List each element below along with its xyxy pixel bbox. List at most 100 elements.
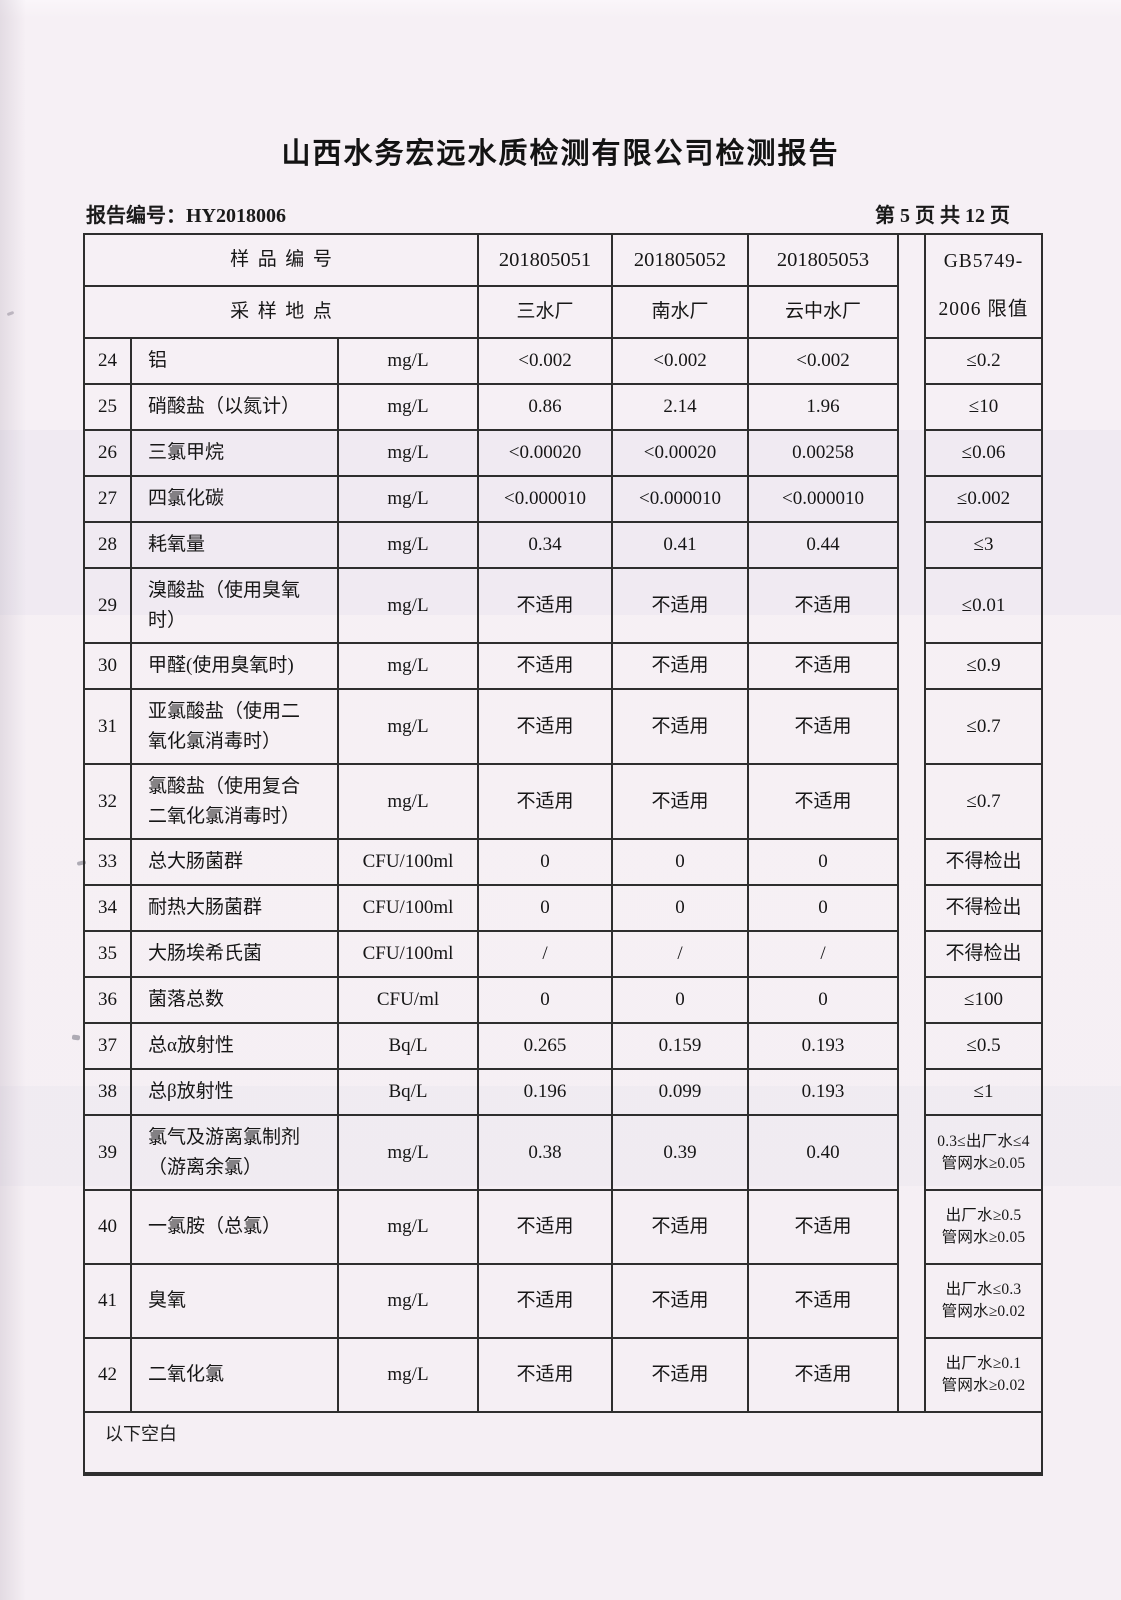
header-location-1: 三水厂 bbox=[479, 287, 613, 339]
value-sample-2: 0 bbox=[613, 840, 749, 886]
value-sample-1: 不适用 bbox=[479, 1339, 613, 1413]
value-sample-3: / bbox=[749, 932, 899, 978]
value-sample-3: 0.193 bbox=[749, 1070, 899, 1116]
parameter-name: 硝酸盐（以氮计） bbox=[132, 385, 339, 431]
row-number: 25 bbox=[85, 385, 132, 431]
limit-line: 出厂水≥0.1 bbox=[945, 1355, 1022, 1372]
limit-line: 出厂水≥0.5 bbox=[945, 1207, 1022, 1224]
value-sample-1: 0 bbox=[479, 840, 613, 886]
value-sample-2: 0 bbox=[613, 978, 749, 1024]
parameter-name: 总大肠菌群 bbox=[132, 840, 339, 886]
value-sample-2: 不适用 bbox=[613, 765, 749, 840]
limit-value: ≤0.7 bbox=[926, 690, 1041, 765]
value-sample-3: 不适用 bbox=[749, 569, 899, 644]
parameter-unit: CFU/100ml bbox=[339, 840, 479, 886]
limit-header-line1: GB5749- bbox=[943, 250, 1024, 272]
value-sample-2: 不适用 bbox=[613, 1191, 749, 1265]
value-sample-1: 0 bbox=[479, 978, 613, 1024]
parameter-name: 氯气及游离氯制剂（游离余氯） bbox=[132, 1116, 339, 1191]
header-location-label: 采样地点 bbox=[85, 287, 479, 339]
parameter-unit: CFU/100ml bbox=[339, 932, 479, 978]
limit-line: 管网水≥0.02 bbox=[941, 1303, 1026, 1320]
report-number: 报告编号：HY2018006 bbox=[86, 205, 286, 227]
value-sample-1: <0.000010 bbox=[479, 477, 613, 523]
value-sample-3: 不适用 bbox=[749, 690, 899, 765]
limit-value: 不得检出 bbox=[926, 932, 1041, 978]
row-number: 31 bbox=[85, 690, 132, 765]
header-location-3: 云中水厂 bbox=[749, 287, 899, 339]
value-sample-3: <0.002 bbox=[749, 339, 899, 385]
parameter-unit: mg/L bbox=[339, 644, 479, 690]
row-number: 37 bbox=[85, 1024, 132, 1070]
results-table: 样品编号 201805051 201805052 201805053 GB574… bbox=[83, 233, 1043, 1476]
parameter-name: 臭氧 bbox=[132, 1265, 339, 1339]
value-sample-2: <0.000010 bbox=[613, 477, 749, 523]
value-sample-2: 不适用 bbox=[613, 1339, 749, 1413]
row-number: 38 bbox=[85, 1070, 132, 1116]
parameter-unit: mg/L bbox=[339, 569, 479, 644]
value-sample-2: <0.00020 bbox=[613, 431, 749, 477]
limit-value: ≤0.9 bbox=[926, 644, 1041, 690]
value-sample-2: 0.159 bbox=[613, 1024, 749, 1070]
row-number: 42 bbox=[85, 1339, 132, 1413]
parameter-name: 一氯胺（总氯） bbox=[132, 1191, 339, 1265]
limit-value: 不得检出 bbox=[926, 840, 1041, 886]
row-number: 24 bbox=[85, 339, 132, 385]
value-sample-1: 0.196 bbox=[479, 1070, 613, 1116]
value-sample-2: 不适用 bbox=[613, 690, 749, 765]
limit-value: ≤3 bbox=[926, 523, 1041, 569]
value-sample-3: 0.193 bbox=[749, 1024, 899, 1070]
value-sample-2: 不适用 bbox=[613, 569, 749, 644]
parameter-name: 耐热大肠菌群 bbox=[132, 886, 339, 932]
value-sample-1: 不适用 bbox=[479, 765, 613, 840]
value-sample-3: 0 bbox=[749, 886, 899, 932]
parameter-unit: mg/L bbox=[339, 523, 479, 569]
limit-column-header: GB5749- 2006 限值 bbox=[926, 235, 1041, 339]
parameter-name: 溴酸盐（使用臭氧时） bbox=[132, 569, 339, 644]
parameter-unit: mg/L bbox=[339, 690, 479, 765]
value-sample-2: 2.14 bbox=[613, 385, 749, 431]
value-sample-3: 不适用 bbox=[749, 1265, 899, 1339]
spacer-column bbox=[899, 235, 926, 1413]
limit-value: 出厂水≤0.3 管网水≥0.02 bbox=[926, 1265, 1041, 1339]
value-sample-1: 不适用 bbox=[479, 644, 613, 690]
parameter-unit: mg/L bbox=[339, 385, 479, 431]
value-sample-2: <0.002 bbox=[613, 339, 749, 385]
limit-value: 出厂水≥0.5 管网水≥0.05 bbox=[926, 1191, 1041, 1265]
below-blank-note: 以下空白 bbox=[105, 1424, 177, 1444]
value-sample-2: 0.099 bbox=[613, 1070, 749, 1116]
value-sample-3: 不适用 bbox=[749, 644, 899, 690]
row-number: 32 bbox=[85, 765, 132, 840]
parameter-name: 铝 bbox=[132, 339, 339, 385]
parameter-name: 四氯化碳 bbox=[132, 477, 339, 523]
parameter-unit: CFU/100ml bbox=[339, 886, 479, 932]
parameter-unit: mg/L bbox=[339, 1191, 479, 1265]
row-number: 27 bbox=[85, 477, 132, 523]
parameter-unit: mg/L bbox=[339, 339, 479, 385]
value-sample-1: 0.38 bbox=[479, 1116, 613, 1191]
value-sample-1: 不适用 bbox=[479, 1265, 613, 1339]
limit-header-line2: 2006 限值 bbox=[938, 299, 1029, 321]
limit-value: ≤10 bbox=[926, 385, 1041, 431]
scan-speck bbox=[6, 310, 15, 317]
value-sample-3: 0.44 bbox=[749, 523, 899, 569]
parameter-name: 二氧化氯 bbox=[132, 1339, 339, 1413]
limit-line: 管网水≥0.02 bbox=[941, 1377, 1026, 1394]
header-sample-id-2: 201805052 bbox=[613, 235, 749, 287]
value-sample-2: 0.41 bbox=[613, 523, 749, 569]
scan-speck bbox=[71, 1034, 81, 1041]
row-number: 26 bbox=[85, 431, 132, 477]
value-sample-3: 不适用 bbox=[749, 1339, 899, 1413]
value-sample-1: 0.265 bbox=[479, 1024, 613, 1070]
limit-value: ≤0.01 bbox=[926, 569, 1041, 644]
limit-value: ≤0.7 bbox=[926, 765, 1041, 840]
header-sample-id-3: 201805053 bbox=[749, 235, 899, 287]
parameter-name: 大肠埃希氏菌 bbox=[132, 932, 339, 978]
value-sample-3: 0.00258 bbox=[749, 431, 899, 477]
header-location-2: 南水厂 bbox=[613, 287, 749, 339]
parameter-unit: mg/L bbox=[339, 1265, 479, 1339]
row-number: 34 bbox=[85, 886, 132, 932]
parameter-unit: Bq/L bbox=[339, 1070, 479, 1116]
page-number: 第 5 页 共 12 页 bbox=[875, 205, 1010, 227]
